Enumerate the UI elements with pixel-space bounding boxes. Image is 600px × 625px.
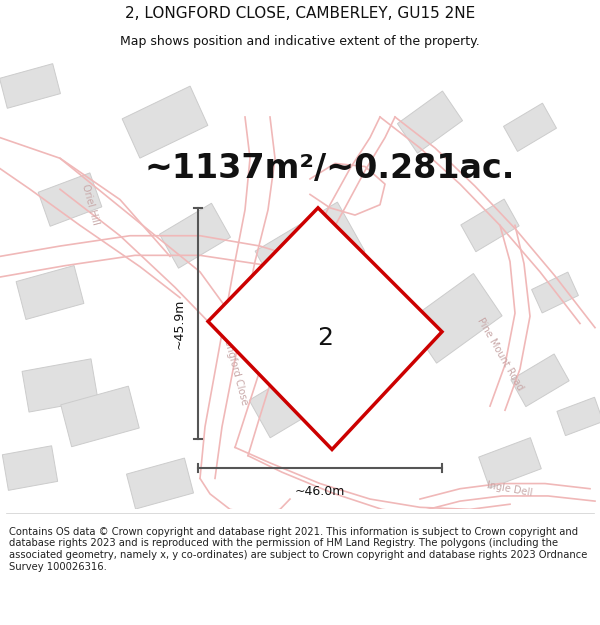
Polygon shape bbox=[511, 354, 569, 407]
Polygon shape bbox=[208, 208, 442, 449]
Polygon shape bbox=[38, 173, 102, 226]
Polygon shape bbox=[255, 202, 365, 301]
Text: 2, LONGFORD CLOSE, CAMBERLEY, GU15 2NE: 2, LONGFORD CLOSE, CAMBERLEY, GU15 2NE bbox=[125, 6, 475, 21]
Polygon shape bbox=[22, 359, 98, 412]
Polygon shape bbox=[160, 203, 230, 268]
Text: Ingle Dell: Ingle Dell bbox=[487, 480, 533, 498]
Polygon shape bbox=[461, 199, 519, 252]
Text: Map shows position and indicative extent of the property.: Map shows position and indicative extent… bbox=[120, 35, 480, 48]
Text: Pine Mount Road: Pine Mount Road bbox=[285, 373, 335, 449]
Polygon shape bbox=[479, 438, 541, 488]
Polygon shape bbox=[532, 272, 578, 313]
Text: Longford Close: Longford Close bbox=[221, 334, 249, 406]
Text: Oriel Hill: Oriel Hill bbox=[80, 183, 100, 226]
Polygon shape bbox=[397, 91, 463, 153]
Polygon shape bbox=[557, 398, 600, 436]
Text: Contains OS data © Crown copyright and database right 2021. This information is : Contains OS data © Crown copyright and d… bbox=[9, 527, 587, 571]
Polygon shape bbox=[61, 386, 139, 447]
Polygon shape bbox=[2, 446, 58, 491]
Text: ~46.0m: ~46.0m bbox=[295, 484, 345, 498]
Text: ~45.9m: ~45.9m bbox=[173, 298, 186, 349]
Polygon shape bbox=[0, 64, 61, 108]
Polygon shape bbox=[408, 274, 502, 363]
Text: ~1137m²/~0.281ac.: ~1137m²/~0.281ac. bbox=[145, 152, 515, 185]
Polygon shape bbox=[249, 364, 331, 438]
Text: 2: 2 bbox=[317, 326, 333, 350]
Polygon shape bbox=[127, 458, 194, 509]
Text: Pine Mount Road: Pine Mount Road bbox=[475, 316, 525, 392]
Polygon shape bbox=[122, 86, 208, 158]
Polygon shape bbox=[16, 266, 84, 319]
Polygon shape bbox=[503, 103, 556, 151]
